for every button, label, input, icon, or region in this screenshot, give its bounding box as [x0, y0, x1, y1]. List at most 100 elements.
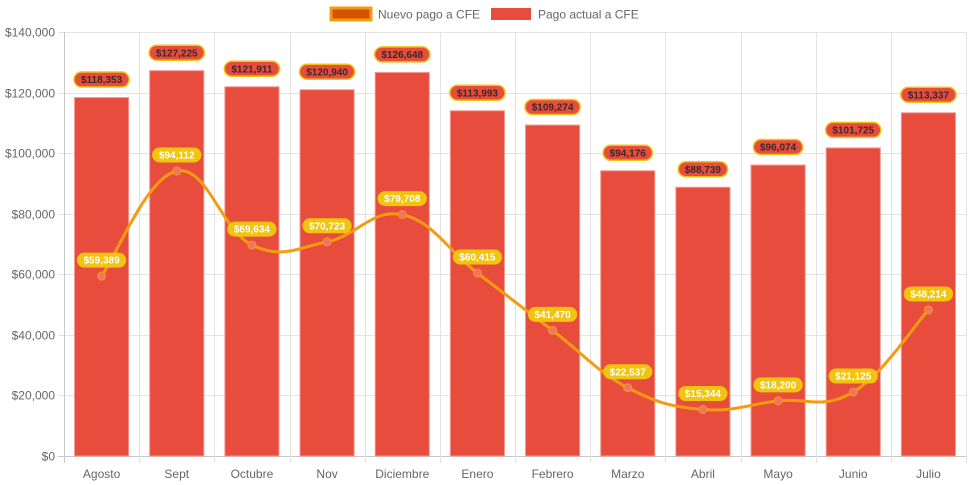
y-tick-label: $140,000	[5, 26, 55, 40]
line-point	[472, 268, 482, 278]
bar	[149, 70, 205, 457]
x-tick-label: Sept	[164, 467, 189, 481]
line-data-label-text: $18,200	[760, 380, 797, 391]
bar	[900, 112, 956, 457]
bar-data-label-bg	[73, 71, 130, 88]
line-data-label-bg	[903, 286, 954, 302]
bar-data-label: $120,940	[298, 63, 356, 80]
line-data-label-bg	[527, 306, 578, 322]
x-tick-label: Junio	[839, 467, 868, 481]
legend: Nuevo pago a CFE Pago actual a CFE	[329, 6, 639, 22]
bar	[675, 186, 731, 457]
legend-item-nuevo-pago[interactable]: Nuevo pago a CFE	[329, 6, 480, 22]
bar-data-label-text: $113,337	[908, 90, 950, 101]
bar-data-label: $126,648	[373, 46, 431, 63]
line-data-label: $94,112	[152, 147, 202, 163]
line-point	[848, 387, 858, 397]
bar-data-label-bg	[524, 98, 581, 116]
bar	[374, 71, 430, 457]
line-point	[247, 240, 257, 250]
bar-data-label-text: $127,225	[156, 48, 198, 59]
line-data-label: $15,344	[678, 386, 728, 402]
line-data-label-text: $59,389	[84, 256, 121, 267]
line-nuevo-pago	[97, 166, 933, 415]
line-data-label-text: $69,634	[234, 225, 271, 236]
bar-data-label-bg	[148, 44, 206, 61]
line-data-label-text: $41,470	[535, 310, 572, 321]
line-data-label: $18,200	[753, 377, 803, 393]
bar-data-label-text: $118,353	[81, 75, 123, 86]
line-point	[548, 325, 558, 335]
legend-swatch-pago-actual	[491, 8, 531, 20]
x-tick-label: Agosto	[83, 467, 121, 481]
bar-data-label: $88,739	[677, 160, 729, 178]
x-tick-label: Diciembre	[375, 467, 429, 481]
bar	[825, 147, 881, 457]
line-data-label: $60,415	[452, 249, 503, 265]
grid	[58, 32, 967, 463]
line-data-label-bg	[753, 377, 803, 393]
bar-data-labels: $118,353 $127,225 $121,911 $120,940 $126,648…	[73, 44, 957, 178]
line-point	[172, 166, 182, 176]
bar-data-label: $96,074	[752, 138, 804, 156]
legend-label-nuevo-pago: Nuevo pago a CFE	[378, 8, 480, 22]
line-data-label-text: $94,112	[159, 151, 195, 162]
line-data-label-bg	[603, 364, 653, 380]
line-data-label-bg	[377, 191, 427, 207]
bar-data-label-bg	[223, 60, 281, 78]
line-data-label-bg	[302, 218, 352, 234]
bar	[224, 86, 280, 457]
x-tick-label: Octubre	[231, 467, 274, 481]
line-data-label-bg	[452, 249, 503, 265]
x-tick-label: Enero	[461, 467, 493, 481]
line-data-label-bg	[152, 147, 202, 163]
line-data-label-text: $48,214	[910, 290, 947, 301]
line-data-label-bg	[227, 221, 277, 237]
y-tick-label: $40,000	[12, 329, 56, 343]
line-data-label-text: $60,415	[459, 253, 496, 264]
legend-label-pago-actual: Pago actual a CFE	[538, 8, 639, 22]
bar-data-label-text: $96,074	[760, 143, 797, 154]
line-data-labels: $59,389 $94,112 $69,634 $70,723 $79,708 $60,4…	[76, 147, 954, 402]
bar-data-label: $127,225	[148, 44, 206, 61]
line-path	[100, 169, 930, 412]
bar-data-label-text: $121,911	[231, 64, 273, 75]
x-axis: Agosto Sept Octubre Nov Diciembre Enero Febrer…	[83, 467, 941, 481]
line-point	[773, 396, 783, 406]
y-tick-label: $60,000	[12, 268, 56, 282]
bar	[600, 170, 656, 457]
y-tick-label: $20,000	[12, 389, 56, 403]
bar-data-label-bg	[373, 46, 431, 63]
bar-data-label: $121,911	[223, 60, 281, 78]
x-tick-label: Julio	[916, 467, 941, 481]
line-data-label: $41,470	[527, 306, 578, 322]
bar-data-label-bg	[900, 86, 957, 104]
line-data-label-bg	[828, 368, 878, 384]
line-data-label: $79,708	[377, 191, 427, 207]
line-point	[397, 210, 407, 220]
bar-data-label: $113,337	[900, 86, 957, 104]
line-data-label: $59,389	[76, 252, 127, 268]
bar	[299, 89, 355, 457]
line-data-label-text: $15,344	[685, 389, 722, 400]
line-data-label: $69,634	[227, 221, 277, 237]
bar-data-label-text: $113,993	[457, 88, 499, 99]
x-tick-label: Febrero	[532, 467, 574, 481]
bar-data-label: $113,993	[449, 84, 506, 102]
bar-data-label-text: $120,940	[306, 67, 348, 78]
y-tick-label: $80,000	[12, 208, 56, 222]
line-data-label: $21,125	[828, 368, 878, 384]
legend-item-pago-actual[interactable]: Pago actual a CFE	[491, 8, 639, 22]
line-point	[923, 305, 933, 315]
bar	[449, 110, 505, 457]
bar-data-label-text: $88,739	[685, 165, 722, 176]
line-data-label: $22,537	[603, 364, 653, 380]
line-point	[698, 405, 708, 415]
bar	[525, 124, 581, 457]
bar-data-label-text: $126,648	[381, 50, 423, 61]
bar-data-label: $118,353	[73, 71, 130, 88]
x-tick-label: Marzo	[611, 467, 645, 481]
x-tick-label: Nov	[316, 467, 337, 481]
line-data-label-text: $21,125	[835, 372, 872, 383]
